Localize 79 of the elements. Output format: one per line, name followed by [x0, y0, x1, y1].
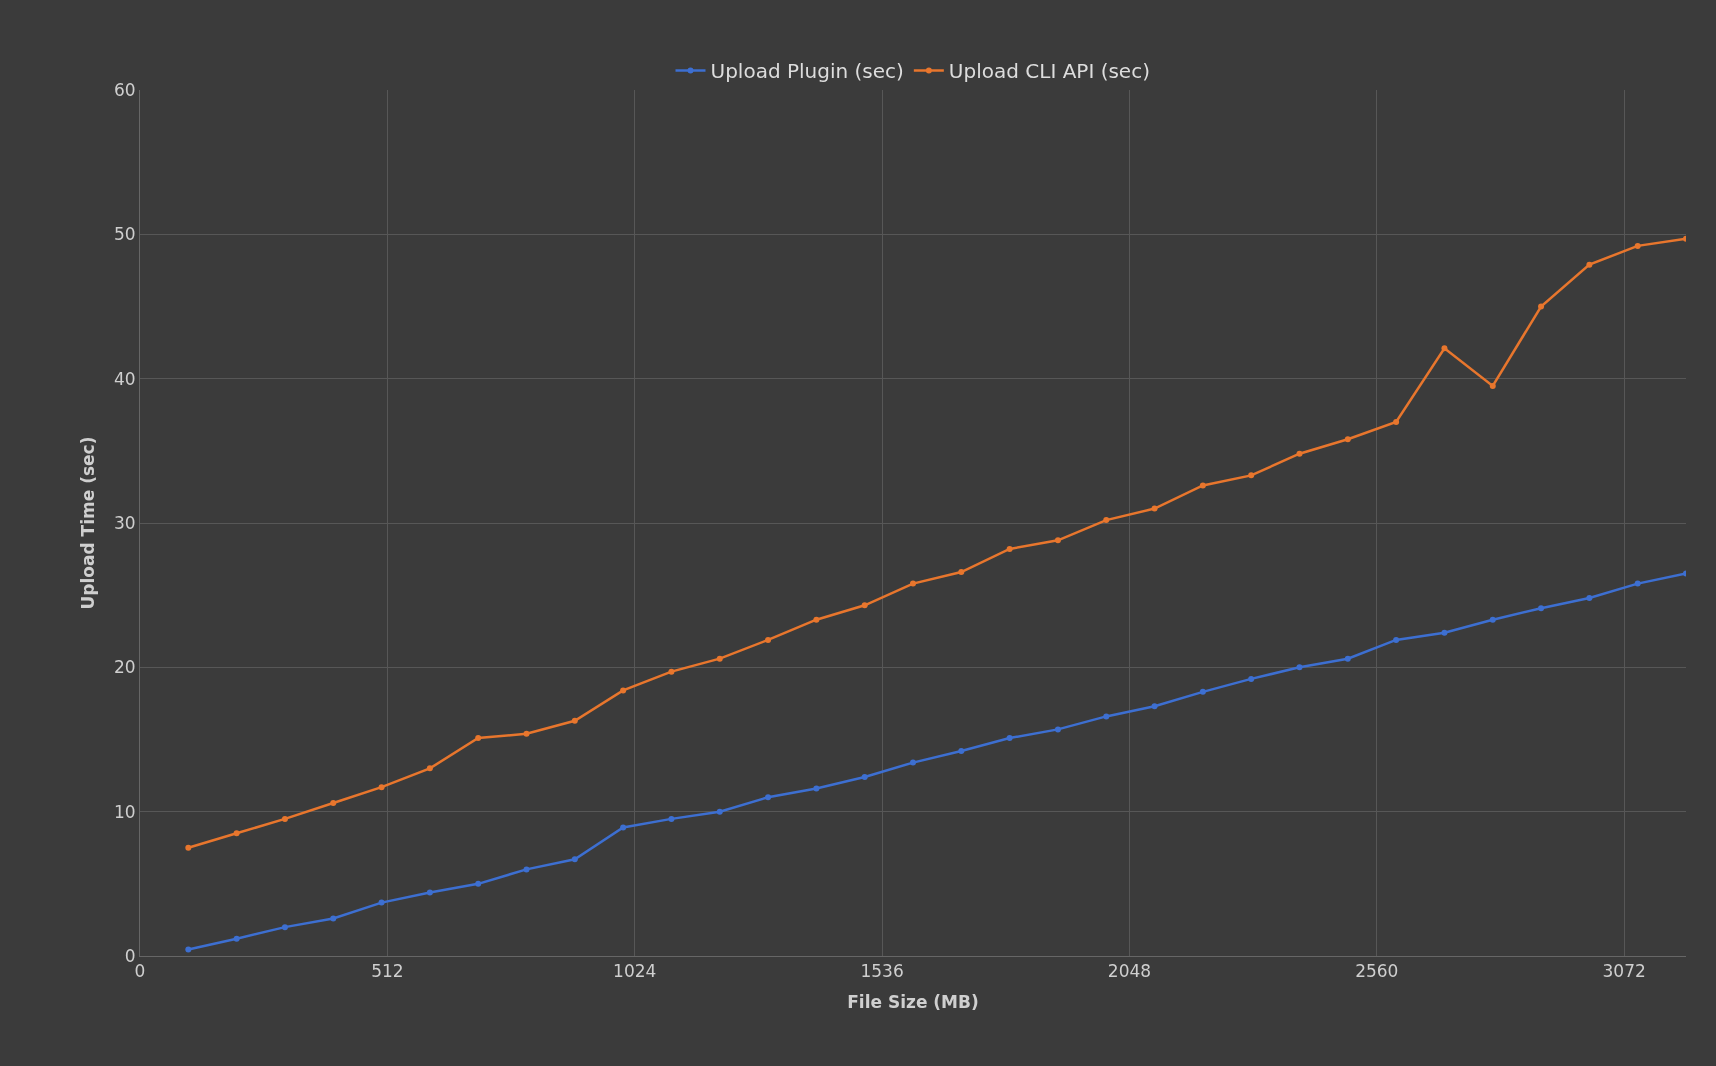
point — [571, 856, 578, 863]
point — [813, 616, 820, 623]
point — [1151, 505, 1158, 512]
point — [1199, 688, 1206, 695]
y-axis-title: Upload Time (sec) — [77, 436, 98, 610]
x-tick-label: 3072 — [1602, 961, 1646, 982]
legend-label: Upload Plugin (sec) — [710, 59, 904, 84]
point — [1248, 472, 1255, 479]
point — [233, 830, 240, 837]
point — [1441, 345, 1448, 352]
point — [1006, 545, 1013, 552]
point — [1054, 537, 1061, 544]
point — [1344, 436, 1351, 443]
point — [716, 655, 723, 662]
point — [620, 687, 627, 694]
point — [1344, 655, 1351, 662]
point — [1489, 616, 1496, 623]
point — [861, 774, 868, 781]
point — [281, 815, 288, 822]
point — [668, 815, 675, 822]
y-tick-label: 60 — [113, 79, 136, 100]
point — [1489, 382, 1496, 389]
point — [378, 899, 385, 906]
x-tick-label: 1536 — [860, 961, 904, 982]
point — [958, 569, 965, 576]
point — [910, 580, 916, 587]
point — [426, 889, 433, 896]
y-tick-label: 10 — [113, 801, 136, 822]
point — [1296, 450, 1303, 457]
point — [1248, 675, 1255, 682]
point — [1103, 517, 1110, 524]
point — [620, 824, 627, 831]
point — [716, 808, 723, 815]
x-tick-label: 1024 — [613, 961, 657, 982]
point — [571, 717, 578, 724]
y-tick-label: 20 — [113, 657, 136, 678]
point — [1393, 418, 1400, 425]
point — [668, 668, 675, 675]
legend-label: Upload CLI API (sec) — [948, 59, 1150, 84]
point — [185, 844, 192, 851]
point — [523, 866, 530, 873]
point — [1586, 595, 1593, 602]
y-tick-label: 0 — [124, 945, 136, 966]
point — [1151, 703, 1158, 710]
y-tick-label: 40 — [113, 368, 136, 389]
point — [1441, 629, 1448, 636]
point — [330, 800, 337, 807]
point — [1586, 261, 1593, 268]
point — [765, 794, 772, 801]
point — [1296, 664, 1303, 671]
point — [1538, 303, 1545, 310]
point — [1538, 605, 1545, 612]
point — [1054, 726, 1061, 733]
x-axis-title: File Size (MB) — [847, 991, 979, 1012]
y-tick-label: 30 — [113, 512, 136, 533]
point — [233, 935, 240, 942]
point — [475, 880, 482, 887]
point — [185, 946, 192, 953]
point — [1103, 713, 1110, 720]
point — [813, 785, 820, 792]
point — [1634, 580, 1641, 587]
point — [1006, 735, 1013, 742]
point — [378, 784, 385, 791]
x-tick-label: 512 — [371, 961, 404, 982]
point — [281, 924, 288, 931]
point — [1199, 482, 1206, 489]
point — [475, 735, 482, 742]
point — [958, 748, 965, 755]
x-tick-label: 2048 — [1107, 961, 1152, 982]
point — [910, 759, 916, 766]
y-tick-label: 50 — [113, 224, 136, 245]
point — [861, 602, 868, 609]
x-tick-label: 2560 — [1355, 961, 1399, 982]
point — [330, 915, 337, 922]
point — [523, 730, 530, 737]
point — [1634, 242, 1641, 249]
point — [1393, 636, 1400, 643]
point — [426, 765, 433, 772]
point — [765, 636, 772, 643]
